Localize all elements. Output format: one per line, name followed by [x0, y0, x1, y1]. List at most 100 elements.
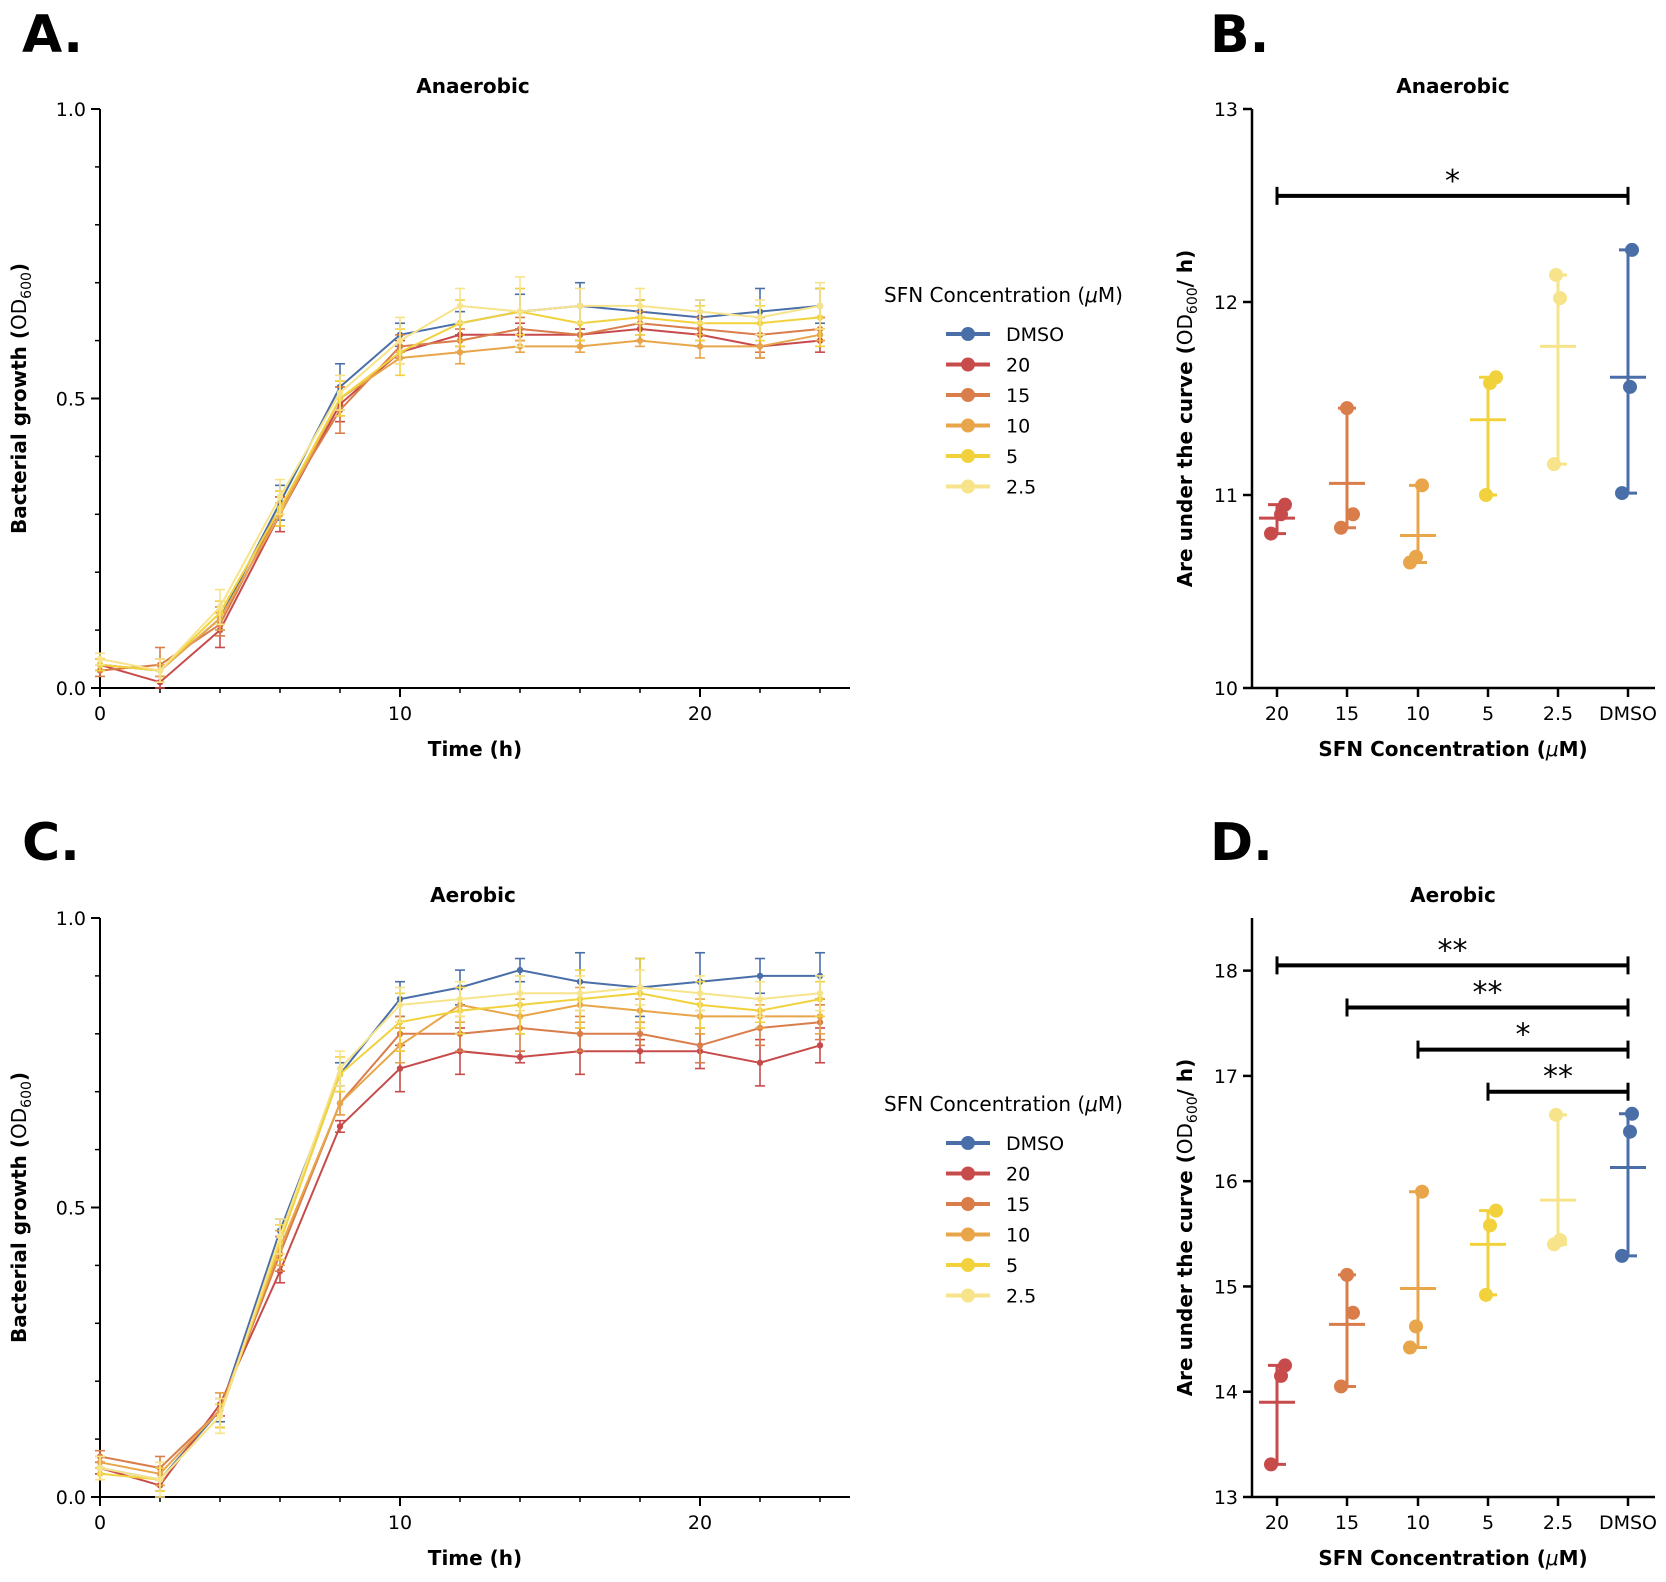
- y-tick-label: 17: [1214, 1066, 1238, 1088]
- data-point: [636, 1030, 644, 1038]
- data-point: [456, 995, 464, 1003]
- data-point: [336, 389, 344, 396]
- x-tick-label: 15: [1335, 703, 1359, 725]
- x-tick-label: DMSO: [1599, 703, 1657, 725]
- y-tick-label: 15: [1214, 1276, 1238, 1298]
- data-point: [1264, 526, 1278, 541]
- significance-bracket: *: [1275, 164, 1630, 205]
- x-tick-label: DMSO: [1599, 1512, 1657, 1534]
- data-point: [516, 1053, 524, 1061]
- x-tick-label: 10: [388, 1512, 412, 1534]
- data-point: [1415, 478, 1429, 493]
- data-point: [756, 314, 764, 321]
- data-point: [276, 1233, 284, 1240]
- data-point: [696, 308, 704, 315]
- data-point: [276, 493, 284, 501]
- legend-item-label: 2.5: [1006, 477, 1036, 499]
- legend-swatch-marker: [961, 1136, 975, 1150]
- data-point: [1483, 1218, 1497, 1233]
- line-chart-a: A. Anaerobic 0.0 0.5 1.0 0 10 20 Time (h) Bacteri…: [7, 5, 1123, 761]
- data-point: [1415, 1184, 1429, 1199]
- data-point: [1340, 1267, 1354, 1282]
- x-tick-label: 2.5: [1543, 703, 1573, 725]
- legend-swatch-marker: [961, 1166, 975, 1181]
- data-point: [216, 1412, 224, 1420]
- significance-bracket: *: [1416, 1018, 1630, 1059]
- legend-swatch-marker: [961, 1258, 975, 1272]
- panel-label: C.: [22, 813, 80, 873]
- series-2.5: [95, 276, 825, 684]
- x-tick-label: 10: [388, 703, 412, 725]
- data-point: [1346, 1305, 1360, 1320]
- x-tick-label: 10: [1406, 703, 1430, 725]
- x-axis-label: SFN Concentration (μM): [1318, 737, 1587, 761]
- group-2.5: [1540, 267, 1576, 472]
- data-point: [336, 1065, 344, 1072]
- panel-label: A.: [22, 5, 83, 65]
- line-chart-c: C. Aerobic 0.0 0.5 1.0 0 10 20 Time (h) Bacterial…: [7, 813, 1123, 1570]
- data-point: [1479, 488, 1493, 502]
- dot-chart-d: D. Aerobic 13 14 15 16 17 18 20 15 10 5 2.5 DMSO SFN C…: [1173, 813, 1657, 1570]
- data-point: [1549, 267, 1563, 282]
- legend-item-label: 20: [1006, 1164, 1030, 1186]
- group-10: [1400, 1184, 1436, 1355]
- x-tick-label: 20: [688, 703, 712, 725]
- y-axis-label: Bacterial growth (OD600): [7, 263, 35, 534]
- dot-chart-b: B. Anaerobic 10 11 12 13 20 15 10 5 2.5 DMSO SFN Con…: [1173, 5, 1657, 761]
- legend-swatch-marker: [961, 1227, 975, 1242]
- data-point: [576, 343, 584, 350]
- legend-swatch-marker: [961, 479, 975, 494]
- data-point: [1623, 1124, 1637, 1139]
- chart-title: Aerobic: [1410, 883, 1496, 907]
- data-point: [1278, 1358, 1292, 1373]
- data-point: [516, 966, 524, 974]
- significance-label: **: [1543, 1060, 1573, 1095]
- legend: SFN Concentration (μM) DMSO 20 15 10 5 2.5: [884, 1092, 1123, 1308]
- x-tick-label: 0: [94, 1512, 106, 1534]
- data-point: [1623, 379, 1637, 394]
- data-point: [636, 337, 644, 344]
- group-DMSO: [1610, 1106, 1646, 1263]
- group-10: [1400, 478, 1436, 570]
- data-point: [756, 343, 764, 350]
- data-point: [1278, 497, 1292, 512]
- series-line: [99, 1044, 821, 1487]
- group-5: [1470, 1203, 1506, 1302]
- data-point: [1553, 1233, 1567, 1248]
- x-tick-label: 20: [688, 1512, 712, 1534]
- data-point: [636, 302, 644, 310]
- data-point: [696, 990, 704, 997]
- legend-title: SFN Concentration (μM): [884, 1092, 1123, 1116]
- significance-label: **: [1473, 975, 1503, 1010]
- group-15: [1329, 401, 1365, 535]
- data-point: [1479, 1287, 1493, 1302]
- data-point: [1403, 1340, 1417, 1355]
- panel-label: B.: [1210, 5, 1269, 65]
- x-axis-label: SFN Concentration (μM): [1318, 1546, 1587, 1570]
- legend-item-label: 15: [1006, 1194, 1030, 1216]
- legend-swatch-marker: [961, 418, 975, 433]
- legend-swatch-marker: [961, 449, 975, 463]
- y-tick-label: 13: [1214, 1487, 1238, 1509]
- group-5: [1470, 370, 1506, 502]
- y-tick-label: 0.5: [56, 389, 86, 411]
- legend-item-label: 10: [1006, 1225, 1030, 1247]
- group-15: [1329, 1267, 1365, 1394]
- data-point: [156, 667, 164, 674]
- data-point: [1264, 1457, 1278, 1472]
- group-2.5: [1540, 1107, 1576, 1252]
- y-tick-label: 0.0: [56, 1487, 86, 1509]
- data-point: [576, 1030, 584, 1038]
- panel-label: D.: [1210, 813, 1273, 873]
- legend-swatch-marker: [961, 388, 975, 402]
- y-axis-label: Bacterial growth (OD600): [7, 1072, 35, 1343]
- data-point: [216, 603, 224, 611]
- x-axis-label: Time (h): [428, 737, 522, 761]
- legend-item-label: 2.5: [1006, 1286, 1036, 1308]
- chart-title: Aerobic: [430, 883, 516, 907]
- data-point: [1615, 486, 1629, 501]
- data-point: [1553, 291, 1567, 306]
- data-point: [636, 1047, 644, 1055]
- y-tick-label: 16: [1214, 1171, 1238, 1193]
